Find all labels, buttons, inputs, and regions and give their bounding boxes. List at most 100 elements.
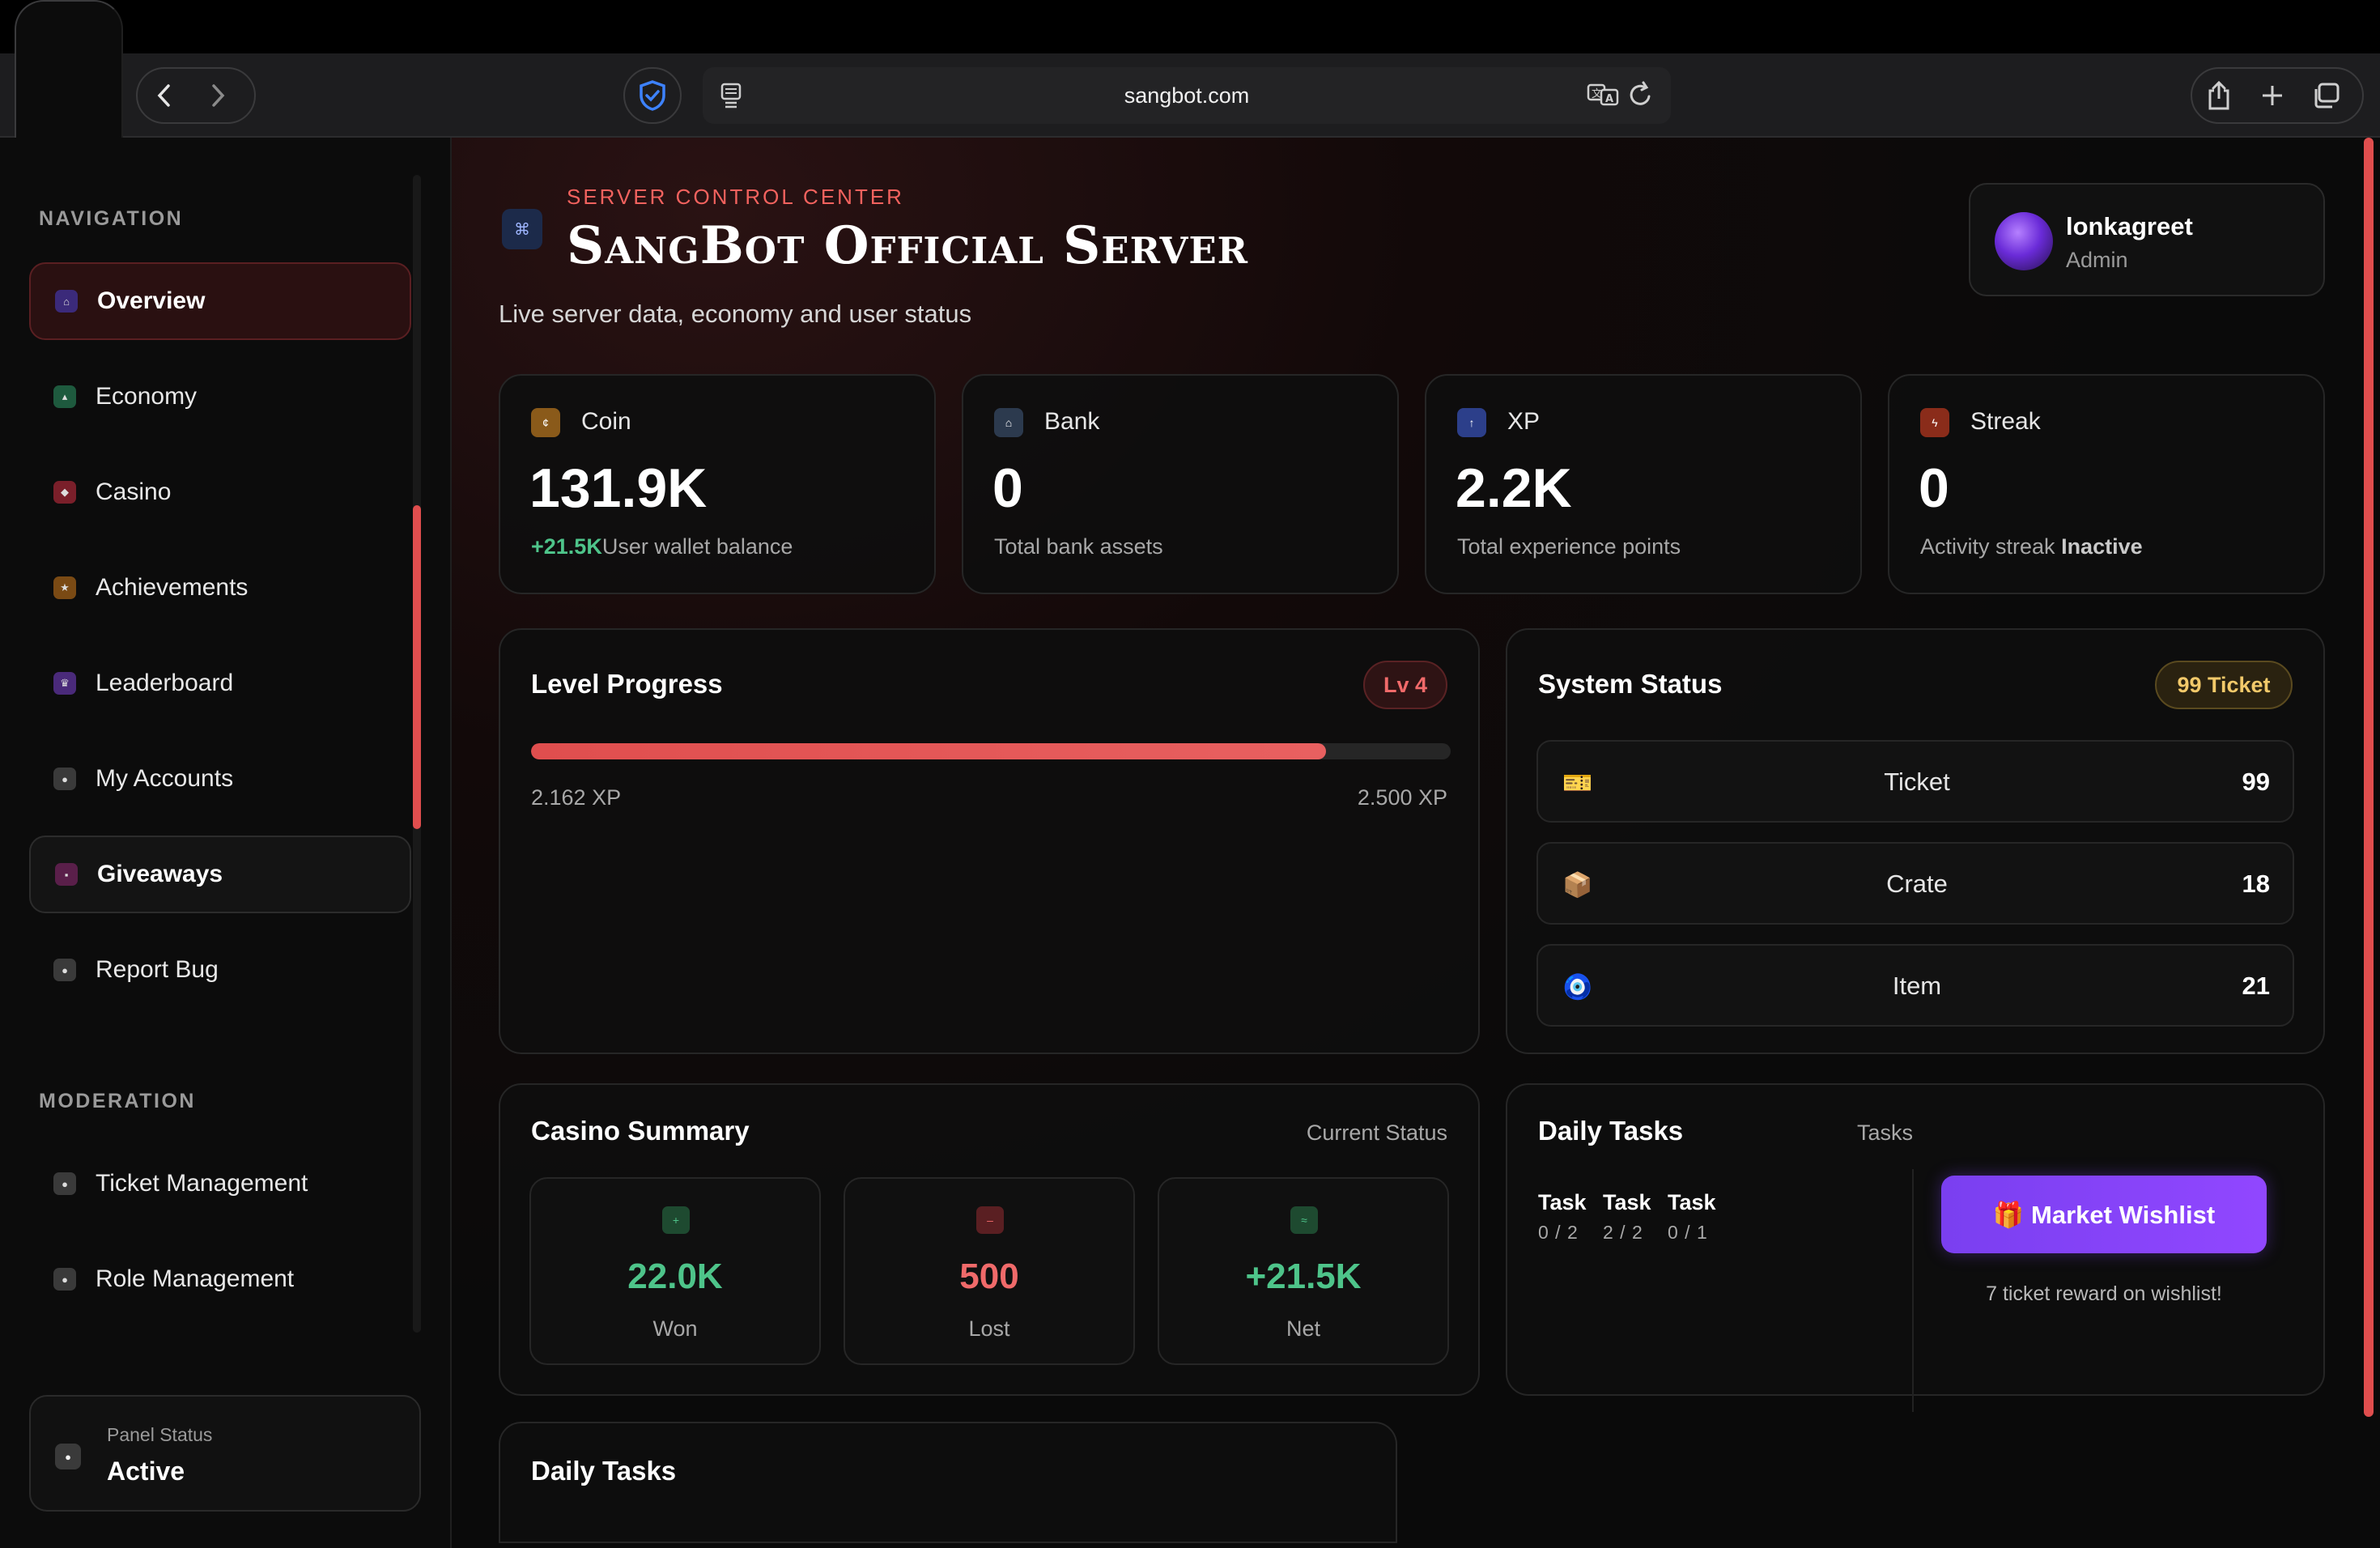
stat-description: Total experience points [1457, 534, 1681, 559]
stat-desc-text: User wallet balance [601, 534, 793, 559]
sidebar-item-economy[interactable]: ▴ Economy [29, 358, 411, 436]
casino-value: 22.0K [627, 1257, 723, 1296]
ticket-badge: 99 Ticket [2155, 661, 2293, 709]
forward-button[interactable] [191, 69, 244, 122]
eye-charm-icon: 🧿 [1562, 973, 1593, 1001]
level-progress-fill [531, 743, 1327, 759]
tabs-icon [2314, 83, 2340, 108]
status-icon: ● [55, 1444, 81, 1469]
system-row-name: Ticket [1884, 768, 1950, 796]
home-icon: ⌂ [55, 290, 78, 313]
stat-description: +21.5KUser wallet balance [531, 534, 793, 559]
level-progress-card: Level Progress Lv 4 2.162 XP 2.500 XP [499, 628, 1480, 1054]
chevron-left-icon [157, 84, 170, 107]
sidebar-scroll-thumb[interactable] [413, 505, 421, 829]
sidebar-item-label: My Accounts [96, 765, 234, 792]
level-progress-bar [531, 743, 1451, 759]
reload-icon[interactable] [1627, 80, 1655, 109]
daily-tasks-bottom-card: Daily Tasks [499, 1422, 1397, 1543]
sidebar-item-role-management[interactable]: ● Role Management [29, 1240, 411, 1318]
casino-label: Net [1286, 1316, 1321, 1341]
sidebar-item-label: Ticket Management [96, 1170, 308, 1197]
sidebar-item-my-accounts[interactable]: ● My Accounts [29, 740, 411, 818]
page-eyebrow: SERVER CONTROL CENTER [567, 185, 904, 209]
server-icon: ⌘ [502, 209, 542, 249]
casino-label: Won [652, 1316, 698, 1341]
share-button[interactable] [2192, 69, 2246, 122]
ticket-icon: ● [53, 1172, 76, 1195]
sidebar-item-label: Casino [96, 478, 172, 505]
sidebar-item-leaderboard[interactable]: ♛ Leaderboard [29, 644, 411, 722]
user-role: Admin [2066, 248, 2128, 272]
coin-icon: ¢ [531, 408, 560, 437]
chevron-right-icon [212, 84, 225, 107]
market-wishlist-button[interactable]: 🎁 Market Wishlist [1941, 1176, 2267, 1253]
casino-value: 500 [959, 1257, 1019, 1296]
task-name: Task [1603, 1190, 1651, 1214]
task-progress: 0 / 1 [1668, 1222, 1708, 1243]
moderation-section-label: MODERATION [39, 1090, 196, 1112]
main-scrollbar[interactable] [2364, 138, 2374, 1417]
panel-status-value: Active [107, 1457, 185, 1486]
task-item: Task 0 / 2 [1538, 1190, 1587, 1244]
avatar [1995, 212, 2053, 270]
new-tab-button[interactable] [2246, 69, 2299, 122]
approx-icon: ≈ [1290, 1206, 1318, 1234]
sidebar-item-casino[interactable]: ◆ Casino [29, 453, 411, 531]
system-status-card: System Status 99 Ticket 🎫 Ticket 99 📦 Cr… [1506, 628, 2325, 1054]
system-row-ticket: 🎫 Ticket 99 [1536, 740, 2294, 823]
level-badge: Lv 4 [1363, 661, 1447, 709]
flame-icon: ϟ [1920, 408, 1949, 437]
share-icon [2208, 80, 2229, 110]
privacy-shield-button[interactable] [623, 67, 682, 124]
sidebar-item-report-bug[interactable]: ● Report Bug [29, 931, 411, 1009]
bank-icon: ⌂ [994, 408, 1023, 437]
stat-card-bank: ⌂ Bank 0 Total bank assets [962, 374, 1399, 594]
history-nav-group [136, 67, 256, 124]
back-button[interactable] [138, 69, 191, 122]
stat-value: 131.9K [529, 457, 708, 519]
casino-summary-card: Casino Summary Current Status + 22.0K Wo… [499, 1083, 1480, 1396]
sidebar-item-ticket-management[interactable]: ● Ticket Management [29, 1145, 411, 1223]
streak-status: Inactive [2061, 534, 2143, 559]
shield-icon: ● [53, 1268, 76, 1291]
sidebar-item-label: Achievements [96, 574, 249, 601]
user-profile-card[interactable]: lonkagreet Admin [1969, 183, 2325, 296]
tab-overview-button[interactable] [2299, 69, 2352, 122]
sidebar-item-giveaways[interactable]: ▪ Giveaways [29, 836, 411, 913]
sidebar-item-achievements[interactable]: ★ Achievements [29, 549, 411, 627]
casino-label: Lost [968, 1316, 1010, 1341]
user-icon: ● [53, 768, 76, 790]
stat-desc-text: Activity streak [1920, 534, 2055, 559]
wishlist-note: 7 ticket reward on wishlist! [1986, 1282, 2222, 1305]
user-name: lonkagreet [2066, 212, 2193, 240]
stat-card-streak: ϟ Streak 0 Activity streak Inactive [1888, 374, 2325, 594]
stat-label: Streak [1970, 408, 2041, 435]
crate-icon: 📦 [1562, 871, 1593, 899]
sidebar-scrollbar[interactable] [413, 175, 421, 1333]
url-text: sangbot.com [1124, 83, 1250, 108]
svg-text:A: A [1605, 93, 1613, 105]
bug-icon: ● [53, 959, 76, 981]
panel-status-card: ● Panel Status Active [29, 1395, 421, 1512]
task-item: Task 0 / 1 [1668, 1190, 1716, 1244]
system-row-count: 21 [2242, 972, 2270, 1000]
divider [1912, 1169, 1914, 1412]
card-title: System Status [1538, 669, 1723, 699]
stat-label: Bank [1044, 408, 1100, 435]
top-strip [0, 0, 2380, 53]
stat-card-coin: ¢ Coin 131.9K +21.5KUser wallet balance [499, 374, 936, 594]
sidebar-item-overview[interactable]: ⌂ Overview [29, 262, 411, 340]
task-name: Task [1538, 1190, 1587, 1214]
dice-icon: ◆ [53, 481, 76, 504]
system-row-name: Item [1892, 972, 1942, 1000]
card-title: Casino Summary [531, 1116, 750, 1146]
stat-card-xp: ↑ XP 2.2K Total experience points [1425, 374, 1862, 594]
page-settings-icon[interactable] [719, 80, 743, 113]
system-row-crate: 📦 Crate 18 [1536, 842, 2294, 925]
card-title: Daily Tasks [1538, 1116, 1684, 1146]
page-title: SangBot Official Server [567, 215, 1249, 276]
